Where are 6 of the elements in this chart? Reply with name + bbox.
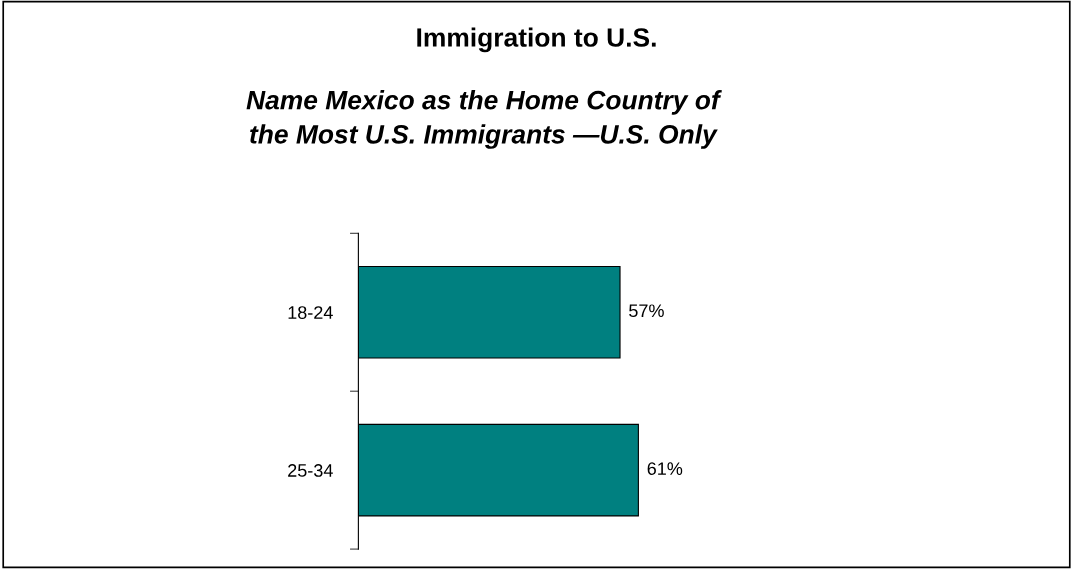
- chart-title: Immigration to U.S.: [417, 27, 656, 53]
- y-tick-label: 18-24: [288, 306, 333, 319]
- data-label: 61%: [647, 462, 683, 475]
- chart-subtitle: Name Mexico as the Home Country of the Most U.S. Immigrants —U.S. Only: [246, 90, 722, 149]
- y-tick-label: 25-34: [288, 464, 333, 477]
- data-label: 57%: [629, 304, 664, 318]
